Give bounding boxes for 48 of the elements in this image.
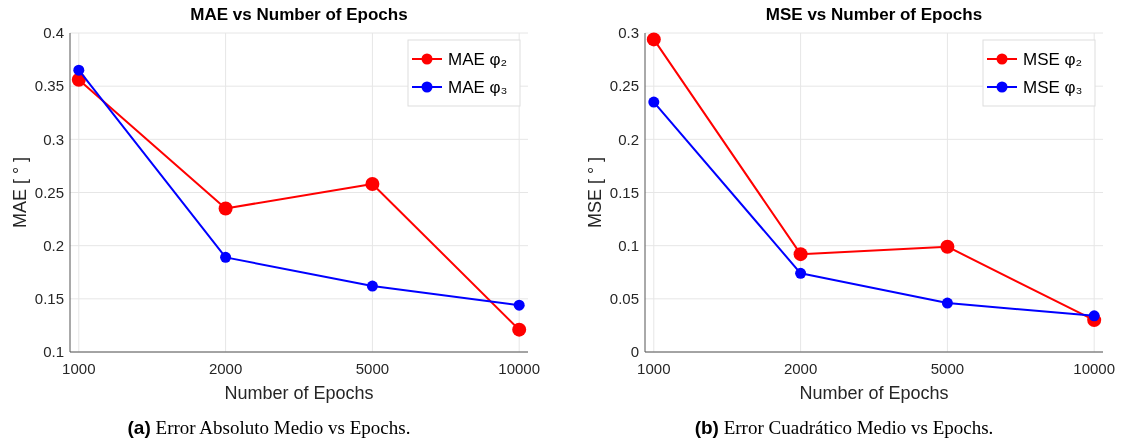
text: (b) Error Cuadrático Medio vs Epochs.	[694, 417, 994, 438]
y-tick-label: 0.25	[34, 183, 64, 201]
point	[1088, 310, 1100, 322]
x-tick-label: 5000	[930, 360, 965, 377]
point	[940, 239, 955, 254]
text: (a) Error Absoluto Medio vs Epochs.	[127, 417, 411, 438]
point	[795, 267, 807, 279]
y-axis-title: MSE [ ° ]	[585, 156, 605, 229]
chart-title: MSE vs Number of Epochs	[765, 5, 983, 24]
y-tick-label: 0.05	[609, 290, 639, 308]
point	[366, 280, 378, 292]
x-axis-title: Number of Epochs	[224, 383, 374, 403]
x-tick-label: 1000	[637, 360, 671, 377]
x-tick-label: 5000	[355, 360, 390, 377]
x-tick-label: 1000	[62, 360, 96, 377]
y-tick-label: 0	[630, 343, 639, 361]
y-tick-label: 0.4	[43, 24, 64, 42]
y-axis-title: MAE [ ° ]	[10, 156, 30, 229]
legend-label: MSE φ₂	[1023, 49, 1083, 69]
y-tick-label: 0.15	[34, 290, 64, 308]
point	[73, 64, 85, 76]
point	[218, 201, 233, 216]
y-tick-label: 0.1	[43, 343, 64, 361]
point	[220, 251, 232, 263]
y-tick-label: 0.1	[618, 236, 639, 254]
y-tick-label: 0.15	[609, 183, 639, 201]
point	[646, 32, 661, 47]
legend-label: MAE φ₃	[448, 77, 508, 97]
x-tick-label: 10000	[1073, 360, 1116, 377]
x-tick-label: 2000	[208, 360, 243, 377]
point	[513, 299, 525, 311]
y-tick-label: 0.3	[618, 24, 639, 42]
point	[365, 176, 380, 191]
y-tick-label: 0.35	[34, 77, 64, 95]
legend-label: MAE φ₂	[448, 49, 508, 69]
point	[793, 247, 808, 262]
y-tick-label: 0.2	[43, 236, 64, 254]
y-tick-label: 0.2	[618, 130, 639, 148]
chart-title: MAE vs Number of Epochs	[190, 5, 408, 24]
x-tick-label: 10000	[498, 360, 541, 377]
x-tick-label: 2000	[783, 360, 818, 377]
point	[648, 96, 660, 108]
x-axis-title: Number of Epochs	[799, 383, 949, 403]
point	[512, 322, 527, 337]
y-tick-label: 0.25	[609, 77, 639, 95]
point	[941, 297, 953, 309]
legend-label: MSE φ₃	[1023, 77, 1083, 97]
y-tick-label: 0.3	[43, 130, 64, 148]
